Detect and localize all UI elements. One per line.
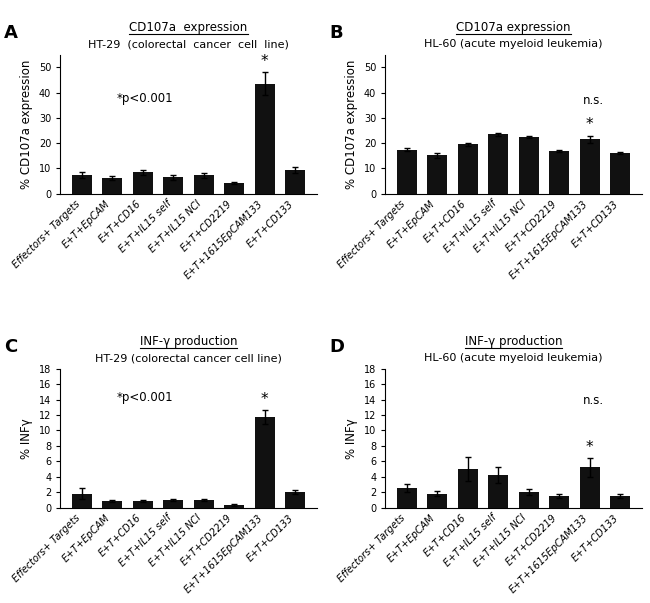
Y-axis label: % CD107a expression: % CD107a expression: [20, 60, 33, 189]
Bar: [397, 150, 417, 194]
Bar: [488, 475, 508, 508]
Y-axis label: % INFγ: % INFγ: [20, 418, 33, 458]
Text: *: *: [261, 54, 268, 69]
Text: B: B: [329, 24, 343, 42]
Bar: [580, 467, 599, 508]
Text: A: A: [4, 24, 18, 42]
Bar: [610, 496, 630, 508]
Bar: [285, 169, 305, 194]
Bar: [610, 153, 630, 194]
Bar: [519, 137, 539, 194]
Bar: [549, 151, 569, 194]
Text: D: D: [329, 338, 344, 356]
Bar: [72, 175, 92, 194]
Text: CD107a expression: CD107a expression: [456, 21, 571, 34]
Bar: [224, 505, 244, 508]
Bar: [133, 500, 153, 508]
Bar: [458, 469, 478, 508]
Bar: [103, 500, 122, 508]
Bar: [255, 417, 274, 508]
Text: HT-29 (colorectal cancer cell line): HT-29 (colorectal cancer cell line): [95, 353, 282, 363]
Text: *p<0.001: *p<0.001: [117, 92, 174, 106]
Bar: [488, 134, 508, 194]
Bar: [194, 175, 214, 194]
Text: HT-29  (colorectal  cancer  cell  line): HT-29 (colorectal cancer cell line): [88, 39, 289, 49]
Text: CD107a  expression: CD107a expression: [129, 21, 248, 34]
Bar: [194, 500, 214, 508]
Bar: [458, 144, 478, 194]
Text: n.s.: n.s.: [582, 93, 604, 107]
Bar: [224, 183, 244, 194]
Text: INF-γ production: INF-γ production: [140, 335, 237, 348]
Text: HL-60 (acute myeloid leukemia): HL-60 (acute myeloid leukemia): [424, 39, 603, 49]
Bar: [428, 494, 447, 508]
Bar: [163, 177, 183, 194]
Y-axis label: % INFγ: % INFγ: [345, 418, 358, 458]
Bar: [519, 492, 539, 508]
Y-axis label: % CD107a expression: % CD107a expression: [345, 60, 358, 189]
Text: *: *: [586, 440, 593, 455]
Bar: [285, 492, 305, 508]
Bar: [580, 139, 599, 194]
Text: *p<0.001: *p<0.001: [117, 391, 174, 404]
Bar: [133, 172, 153, 194]
Text: *: *: [586, 118, 593, 133]
Bar: [72, 494, 92, 508]
Text: INF-γ production: INF-γ production: [465, 335, 562, 348]
Bar: [255, 84, 274, 194]
Bar: [428, 155, 447, 194]
Bar: [397, 488, 417, 508]
Text: C: C: [4, 338, 17, 356]
Bar: [549, 496, 569, 508]
Text: n.s.: n.s.: [582, 394, 604, 407]
Text: HL-60 (acute myeloid leukemia): HL-60 (acute myeloid leukemia): [424, 353, 603, 363]
Bar: [103, 178, 122, 194]
Bar: [163, 500, 183, 508]
Text: *: *: [261, 391, 268, 406]
